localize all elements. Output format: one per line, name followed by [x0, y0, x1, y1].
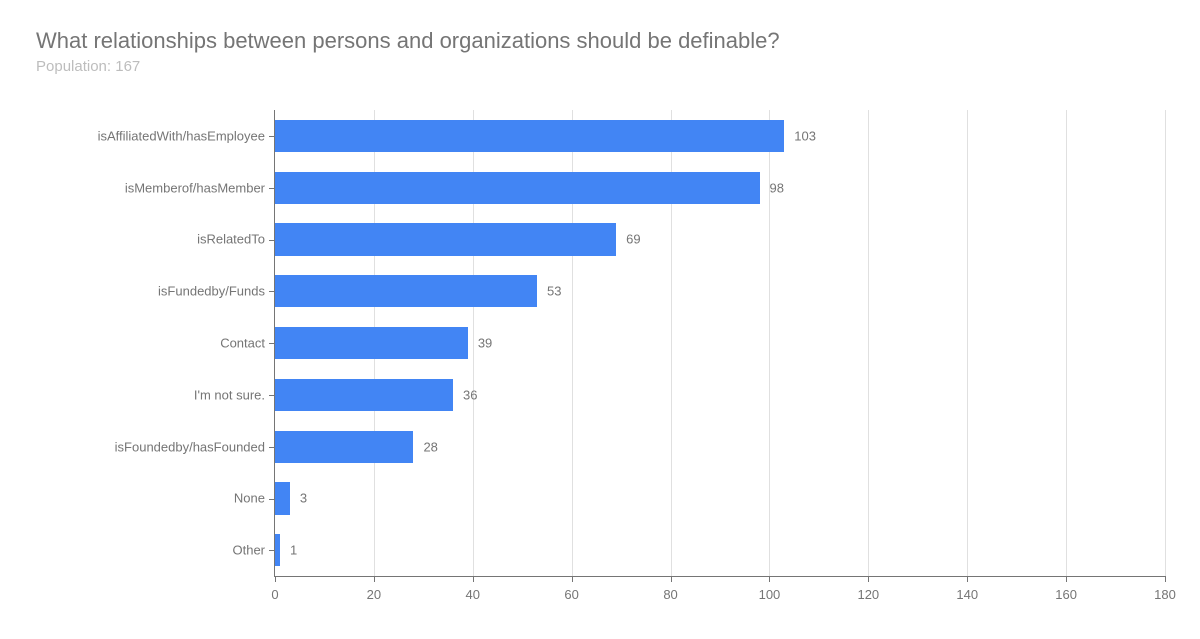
- bar-row: isRelatedTo69: [275, 223, 616, 255]
- x-tick-label: 80: [663, 587, 677, 602]
- x-tick-label: 140: [956, 587, 978, 602]
- x-tick-label: 0: [271, 587, 278, 602]
- value-label: 53: [537, 284, 561, 299]
- gridline: [1066, 110, 1067, 576]
- bar: [275, 379, 453, 411]
- bar: [275, 482, 290, 514]
- value-label: 103: [784, 128, 816, 143]
- x-tick-label: 180: [1154, 587, 1176, 602]
- bar: [275, 431, 413, 463]
- bar-row: isFundedby/Funds53: [275, 275, 537, 307]
- value-label: 98: [760, 180, 784, 195]
- category-label: isMemberof/hasMember: [125, 180, 275, 195]
- category-label: Other: [232, 543, 275, 558]
- gridline: [868, 110, 869, 576]
- x-tick-label: 100: [759, 587, 781, 602]
- bar-row: isMemberof/hasMember98: [275, 172, 760, 204]
- bar-row: isFoundedby/hasFounded28: [275, 431, 413, 463]
- category-label: isFundedby/Funds: [158, 284, 275, 299]
- bar-row: Contact39: [275, 327, 468, 359]
- x-tick-label: 40: [466, 587, 480, 602]
- chart-subtitle: Population: 167: [36, 58, 1184, 75]
- bar: [275, 223, 616, 255]
- x-tick-label: 120: [857, 587, 879, 602]
- category-label: None: [234, 491, 275, 506]
- bar-row: None3: [275, 482, 290, 514]
- value-label: 28: [413, 439, 437, 454]
- chart-container: What relationships between persons and o…: [0, 0, 1200, 639]
- value-label: 36: [453, 387, 477, 402]
- chart-title: What relationships between persons and o…: [36, 28, 1184, 54]
- x-tick-label: 160: [1055, 587, 1077, 602]
- bar-row: isAffiliatedWith/hasEmployee103: [275, 120, 784, 152]
- bar-row: Other1: [275, 534, 280, 566]
- category-label: Contact: [220, 336, 275, 351]
- bar: [275, 120, 784, 152]
- plot-area: 020406080100120140160180isAffiliatedWith…: [275, 110, 1165, 576]
- gridline: [967, 110, 968, 576]
- value-label: 1: [280, 543, 297, 558]
- x-axis: [274, 576, 1165, 577]
- bar-row: I'm not sure.36: [275, 379, 453, 411]
- category-label: isRelatedTo: [197, 232, 275, 247]
- category-label: isAffiliatedWith/hasEmployee: [98, 128, 275, 143]
- x-tick-label: 20: [367, 587, 381, 602]
- category-label: isFoundedby/hasFounded: [115, 439, 275, 454]
- bar: [275, 327, 468, 359]
- x-tick-mark: [1165, 576, 1166, 582]
- bar: [275, 172, 760, 204]
- value-label: 39: [468, 336, 492, 351]
- gridline: [1165, 110, 1166, 576]
- value-label: 3: [290, 491, 307, 506]
- bar: [275, 275, 537, 307]
- value-label: 69: [616, 232, 640, 247]
- category-label: I'm not sure.: [194, 387, 275, 402]
- x-tick-label: 60: [564, 587, 578, 602]
